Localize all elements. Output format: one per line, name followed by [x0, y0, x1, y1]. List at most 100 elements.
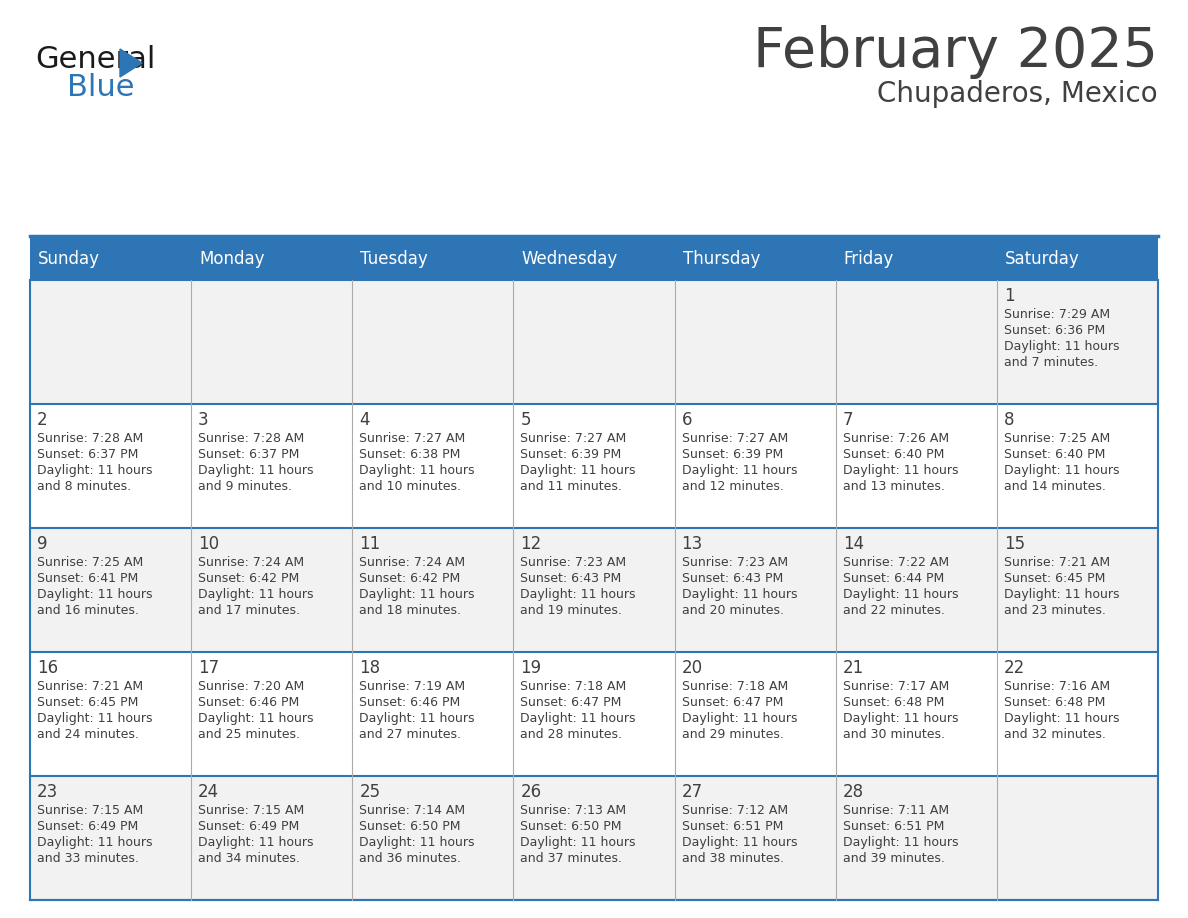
- Text: Daylight: 11 hours: Daylight: 11 hours: [37, 464, 152, 477]
- Text: and 37 minutes.: and 37 minutes.: [520, 852, 623, 865]
- Text: Sunset: 6:51 PM: Sunset: 6:51 PM: [682, 820, 783, 833]
- Text: 28: 28: [842, 783, 864, 801]
- Text: Sunrise: 7:22 AM: Sunrise: 7:22 AM: [842, 556, 949, 569]
- Text: and 38 minutes.: and 38 minutes.: [682, 852, 784, 865]
- Text: Sunset: 6:45 PM: Sunset: 6:45 PM: [1004, 572, 1105, 585]
- Text: Sunset: 6:42 PM: Sunset: 6:42 PM: [198, 572, 299, 585]
- Text: Sunrise: 7:15 AM: Sunrise: 7:15 AM: [37, 804, 144, 817]
- Text: Sunset: 6:41 PM: Sunset: 6:41 PM: [37, 572, 138, 585]
- Text: Daylight: 11 hours: Daylight: 11 hours: [1004, 340, 1119, 353]
- Text: 12: 12: [520, 535, 542, 553]
- Text: Tuesday: Tuesday: [360, 250, 428, 268]
- Text: Sunrise: 7:15 AM: Sunrise: 7:15 AM: [198, 804, 304, 817]
- Text: 2: 2: [37, 411, 48, 429]
- Text: Daylight: 11 hours: Daylight: 11 hours: [359, 712, 475, 725]
- Text: and 25 minutes.: and 25 minutes.: [198, 728, 301, 741]
- Text: and 13 minutes.: and 13 minutes.: [842, 480, 944, 493]
- Text: Sunrise: 7:27 AM: Sunrise: 7:27 AM: [359, 432, 466, 445]
- Text: and 7 minutes.: and 7 minutes.: [1004, 356, 1098, 369]
- Text: Daylight: 11 hours: Daylight: 11 hours: [842, 588, 959, 601]
- Text: and 23 minutes.: and 23 minutes.: [1004, 604, 1106, 617]
- Text: Sunset: 6:39 PM: Sunset: 6:39 PM: [682, 448, 783, 461]
- Text: General: General: [34, 45, 156, 74]
- Text: and 27 minutes.: and 27 minutes.: [359, 728, 461, 741]
- Text: 13: 13: [682, 535, 703, 553]
- Text: Daylight: 11 hours: Daylight: 11 hours: [520, 836, 636, 849]
- Text: Sunset: 6:38 PM: Sunset: 6:38 PM: [359, 448, 461, 461]
- Text: Sunrise: 7:27 AM: Sunrise: 7:27 AM: [682, 432, 788, 445]
- Text: 18: 18: [359, 659, 380, 677]
- Text: Blue: Blue: [67, 73, 134, 102]
- Text: Sunset: 6:37 PM: Sunset: 6:37 PM: [198, 448, 299, 461]
- Text: 22: 22: [1004, 659, 1025, 677]
- Text: Daylight: 11 hours: Daylight: 11 hours: [1004, 464, 1119, 477]
- Text: 3: 3: [198, 411, 209, 429]
- Text: 24: 24: [198, 783, 220, 801]
- Text: Sunrise: 7:28 AM: Sunrise: 7:28 AM: [37, 432, 144, 445]
- Text: and 17 minutes.: and 17 minutes.: [198, 604, 301, 617]
- Text: Sunset: 6:47 PM: Sunset: 6:47 PM: [520, 696, 621, 709]
- Text: and 30 minutes.: and 30 minutes.: [842, 728, 944, 741]
- Text: Sunrise: 7:18 AM: Sunrise: 7:18 AM: [520, 680, 627, 693]
- Text: Sunset: 6:44 PM: Sunset: 6:44 PM: [842, 572, 944, 585]
- Text: Daylight: 11 hours: Daylight: 11 hours: [842, 464, 959, 477]
- Text: Daylight: 11 hours: Daylight: 11 hours: [359, 464, 475, 477]
- Bar: [30, 280, 1158, 404]
- Text: Sunset: 6:37 PM: Sunset: 6:37 PM: [37, 448, 138, 461]
- Text: Sunrise: 7:23 AM: Sunrise: 7:23 AM: [682, 556, 788, 569]
- Text: Daylight: 11 hours: Daylight: 11 hours: [198, 588, 314, 601]
- Text: and 11 minutes.: and 11 minutes.: [520, 480, 623, 493]
- Text: Sunrise: 7:23 AM: Sunrise: 7:23 AM: [520, 556, 626, 569]
- Text: Daylight: 11 hours: Daylight: 11 hours: [1004, 712, 1119, 725]
- Text: and 36 minutes.: and 36 minutes.: [359, 852, 461, 865]
- Text: and 10 minutes.: and 10 minutes.: [359, 480, 461, 493]
- Text: 23: 23: [37, 783, 58, 801]
- Text: Daylight: 11 hours: Daylight: 11 hours: [37, 712, 152, 725]
- Text: Daylight: 11 hours: Daylight: 11 hours: [682, 588, 797, 601]
- Text: Sunrise: 7:19 AM: Sunrise: 7:19 AM: [359, 680, 466, 693]
- Text: 21: 21: [842, 659, 864, 677]
- Text: Sunset: 6:50 PM: Sunset: 6:50 PM: [520, 820, 623, 833]
- Text: Sunset: 6:42 PM: Sunset: 6:42 PM: [359, 572, 461, 585]
- Text: Daylight: 11 hours: Daylight: 11 hours: [359, 588, 475, 601]
- Text: Sunset: 6:47 PM: Sunset: 6:47 PM: [682, 696, 783, 709]
- Text: Sunset: 6:48 PM: Sunset: 6:48 PM: [1004, 696, 1105, 709]
- Text: Daylight: 11 hours: Daylight: 11 hours: [198, 836, 314, 849]
- Text: 14: 14: [842, 535, 864, 553]
- Text: and 28 minutes.: and 28 minutes.: [520, 728, 623, 741]
- Text: Daylight: 11 hours: Daylight: 11 hours: [842, 712, 959, 725]
- Text: Sunrise: 7:12 AM: Sunrise: 7:12 AM: [682, 804, 788, 817]
- Text: Sunrise: 7:13 AM: Sunrise: 7:13 AM: [520, 804, 626, 817]
- Text: 7: 7: [842, 411, 853, 429]
- Text: 1: 1: [1004, 287, 1015, 305]
- Text: Sunrise: 7:29 AM: Sunrise: 7:29 AM: [1004, 308, 1110, 321]
- Text: 20: 20: [682, 659, 702, 677]
- Text: Saturday: Saturday: [1005, 250, 1080, 268]
- Text: 5: 5: [520, 411, 531, 429]
- Text: Chupaderos, Mexico: Chupaderos, Mexico: [878, 80, 1158, 108]
- Text: Sunrise: 7:25 AM: Sunrise: 7:25 AM: [1004, 432, 1110, 445]
- Text: Daylight: 11 hours: Daylight: 11 hours: [37, 836, 152, 849]
- Text: Daylight: 11 hours: Daylight: 11 hours: [198, 464, 314, 477]
- Text: Sunrise: 7:21 AM: Sunrise: 7:21 AM: [37, 680, 143, 693]
- Text: and 20 minutes.: and 20 minutes.: [682, 604, 784, 617]
- Text: Sunrise: 7:24 AM: Sunrise: 7:24 AM: [359, 556, 466, 569]
- Text: Sunset: 6:43 PM: Sunset: 6:43 PM: [682, 572, 783, 585]
- Text: Sunset: 6:43 PM: Sunset: 6:43 PM: [520, 572, 621, 585]
- Text: Sunrise: 7:16 AM: Sunrise: 7:16 AM: [1004, 680, 1110, 693]
- Text: Sunset: 6:46 PM: Sunset: 6:46 PM: [359, 696, 461, 709]
- Text: and 24 minutes.: and 24 minutes.: [37, 728, 139, 741]
- Text: Sunset: 6:46 PM: Sunset: 6:46 PM: [198, 696, 299, 709]
- Text: Friday: Friday: [843, 250, 893, 268]
- Text: Daylight: 11 hours: Daylight: 11 hours: [520, 464, 636, 477]
- Text: and 16 minutes.: and 16 minutes.: [37, 604, 139, 617]
- Text: Sunrise: 7:18 AM: Sunrise: 7:18 AM: [682, 680, 788, 693]
- Text: and 39 minutes.: and 39 minutes.: [842, 852, 944, 865]
- Text: Daylight: 11 hours: Daylight: 11 hours: [37, 588, 152, 601]
- Text: and 18 minutes.: and 18 minutes.: [359, 604, 461, 617]
- Text: 8: 8: [1004, 411, 1015, 429]
- Text: Sunset: 6:40 PM: Sunset: 6:40 PM: [1004, 448, 1105, 461]
- Text: Sunrise: 7:26 AM: Sunrise: 7:26 AM: [842, 432, 949, 445]
- Text: and 34 minutes.: and 34 minutes.: [198, 852, 301, 865]
- Text: Sunset: 6:48 PM: Sunset: 6:48 PM: [842, 696, 944, 709]
